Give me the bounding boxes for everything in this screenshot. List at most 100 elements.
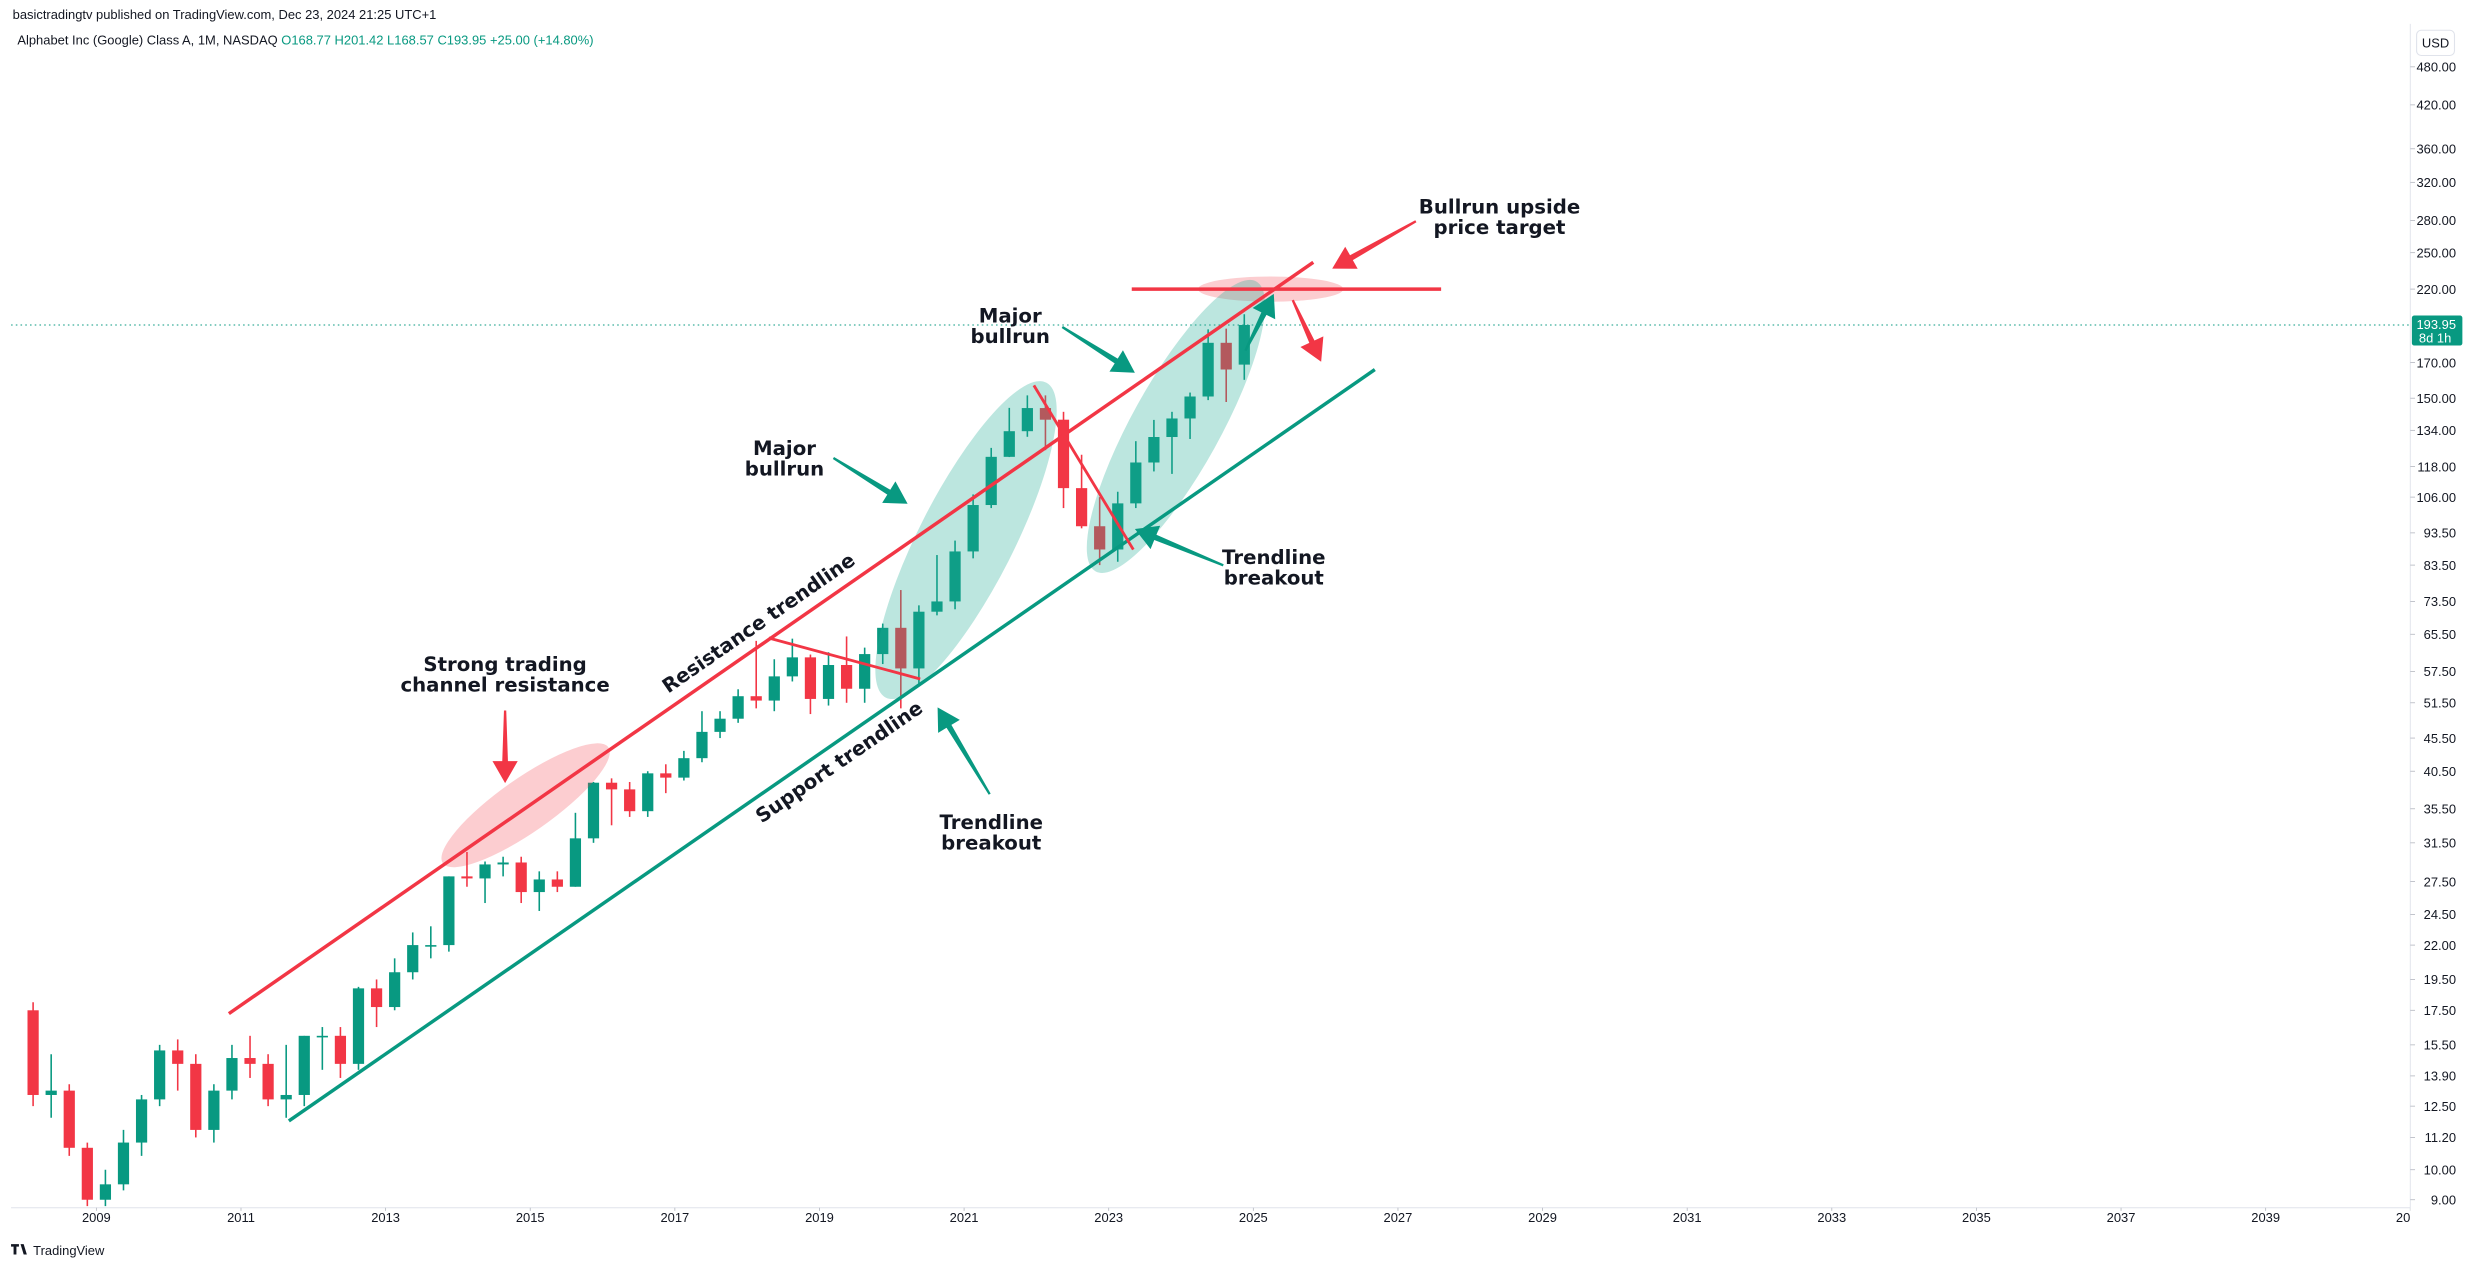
annotation-line: price target <box>1434 216 1566 239</box>
candle-body <box>208 1090 220 1130</box>
candle-body <box>624 789 636 812</box>
y-tick-label: 35.50 <box>2424 802 2456 817</box>
candle-body <box>551 879 563 887</box>
y-tick-label: 12.50 <box>2424 1099 2456 1114</box>
arrow <box>1332 220 1417 269</box>
y-tick-label: 83.50 <box>2424 558 2456 573</box>
x-tick-label: 2021 <box>950 1210 979 1225</box>
brand: TradingView <box>33 1243 105 1258</box>
y-tick-label: 106.00 <box>2416 490 2456 505</box>
arrow <box>1061 326 1135 373</box>
candles <box>11 314 2411 1207</box>
y-tick-label: 65.50 <box>2424 627 2456 642</box>
x-tick-label: 2029 <box>1528 1210 1557 1225</box>
countdown: 8d 1h <box>2419 330 2451 345</box>
breakout-line <box>768 636 921 681</box>
y-tick-label: 10.00 <box>2424 1162 2456 1177</box>
y-tick-label: 280.00 <box>2416 213 2456 228</box>
last-price-label: 193.95 <box>2416 317 2456 332</box>
candle-body <box>334 1035 347 1064</box>
symbol: Alphabet Inc (Google) Class A, 1M, NASDA… <box>17 32 277 47</box>
currency-box[interactable] <box>2416 29 2456 57</box>
candle-body <box>822 665 835 699</box>
candle-body <box>1003 431 1015 457</box>
candle-body <box>768 676 780 701</box>
candle-body <box>1057 419 1070 489</box>
y-tick-label: 17.50 <box>2424 1003 2456 1018</box>
candle-body <box>515 862 527 893</box>
annotation: Major bullrun <box>745 437 824 481</box>
candle-body <box>443 876 455 946</box>
candle-body <box>913 611 925 669</box>
y-tick-label: 220.00 <box>2416 282 2456 297</box>
x-tick-label: 2031 <box>1673 1210 1702 1225</box>
candle-body <box>461 876 473 879</box>
candle-body <box>352 988 365 1064</box>
annotation-line: breakout <box>941 831 1041 854</box>
candle-body <box>985 456 997 506</box>
x-tick-label: 2025 <box>1239 1210 1268 1225</box>
candle-body <box>27 1010 39 1095</box>
annotation-line: bullrun <box>745 457 824 480</box>
x-tick-label: 2037 <box>2107 1210 2136 1225</box>
breakout-line <box>1032 384 1135 551</box>
y-tick-label: 57.50 <box>2424 664 2456 679</box>
high: H201.42 <box>335 32 384 47</box>
candle-body <box>262 1063 274 1100</box>
candle-body <box>786 657 798 677</box>
annotation: Trendline breakout <box>1222 546 1325 590</box>
arrow <box>1244 293 1276 352</box>
candle-body <box>931 601 943 612</box>
close: C193.95 <box>437 32 486 47</box>
x-tick-label: 2009 <box>82 1210 111 1225</box>
y-tick-label: 24.50 <box>2424 907 2456 922</box>
x-tick-label: 2027 <box>1384 1210 1413 1225</box>
candle-body <box>1238 324 1250 365</box>
y-tick-label: 22.00 <box>2424 938 2456 953</box>
candle-body <box>135 1099 148 1143</box>
y-tick-label: 9.00 <box>2431 1192 2456 1207</box>
arrow <box>1134 525 1224 567</box>
drawings <box>227 260 1442 1123</box>
candle-body <box>949 551 961 602</box>
y-tick-label: 150.00 <box>2416 391 2456 406</box>
candle-body <box>1148 437 1160 463</box>
candle-body <box>407 945 419 973</box>
candle-body <box>298 1035 310 1095</box>
y-tick-label: 134.00 <box>2416 423 2456 438</box>
time-axis: 2009 2011 2013 2015 2017 2019 2021 2023 2025 2027… <box>82 1207 2411 1225</box>
candle-body <box>605 782 618 790</box>
y-tick-label: 11.20 <box>2425 1130 2456 1145</box>
annotation-line: Bullrun upside <box>1419 195 1580 218</box>
candle-body <box>244 1058 256 1064</box>
y-tick-label: 420.00 <box>2416 98 2456 113</box>
y-tick-label: 51.50 <box>2424 696 2456 711</box>
annotation-line: bullrun <box>970 325 1049 348</box>
arrow <box>832 457 908 504</box>
publisher: basictradingtv published on TradingView.… <box>13 7 437 22</box>
candle-body <box>154 1050 166 1100</box>
y-tick-label: 320.00 <box>2416 175 2456 190</box>
change: +25.00 (+14.80%) <box>490 32 594 47</box>
candle-body <box>1075 488 1088 527</box>
annotation-line: breakout <box>1224 566 1324 589</box>
currency: USD <box>2422 36 2449 51</box>
arrows <box>492 220 1417 795</box>
candle-body <box>1220 342 1232 370</box>
candle-body <box>660 773 672 778</box>
annotation-line: Strong trading <box>423 653 586 676</box>
candle-body <box>895 627 907 669</box>
annotation-line: Major <box>979 304 1042 327</box>
candle-body <box>642 773 654 812</box>
y-tick-label: 360.00 <box>2416 142 2456 157</box>
candle-body <box>117 1142 130 1185</box>
annotation-line: Trendline <box>1222 546 1325 569</box>
highlight-ellipse <box>875 381 1057 700</box>
x-tick-label: 2033 <box>1817 1210 1846 1225</box>
y-tick-label: 480.00 <box>2416 60 2456 75</box>
annotation-line: Major <box>753 437 816 460</box>
candle-body <box>316 1035 328 1038</box>
